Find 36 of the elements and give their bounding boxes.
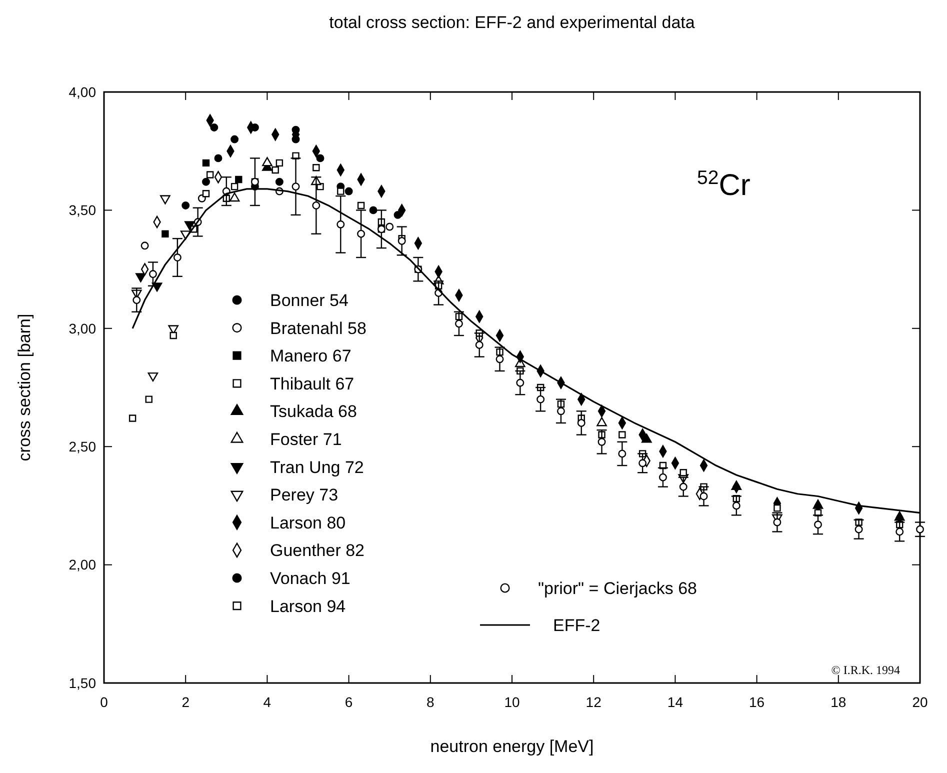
chart-title: total cross section: EFF-2 and experimental data: [329, 13, 696, 32]
legend-label: "prior" = Cierjacks 68: [538, 578, 697, 598]
x-axis-title: neutron energy [MeV]: [430, 737, 594, 756]
y-tick-label: 2,50: [68, 438, 96, 454]
x-tick-label: 20: [912, 694, 928, 710]
legend-label: Tran Ung 72: [270, 458, 364, 477]
legend-label: Thibault 67: [270, 374, 354, 394]
legend-label: Bonner 54: [270, 290, 348, 310]
legend-label: Larson 80: [270, 513, 346, 532]
y-tick-label: 4,00: [68, 84, 96, 100]
x-tick-label: 6: [344, 694, 353, 710]
annotation: $^{52}$Cr: [697, 167, 750, 202]
legend-label: Manero 67: [270, 346, 352, 366]
y-tick-label: 3,50: [68, 202, 96, 218]
legend-label: Foster 71: [270, 430, 342, 449]
y-axis-title: cross section [barn]: [15, 314, 34, 462]
legend-label: Larson 94: [270, 596, 346, 616]
y-tick-label: 2,00: [68, 556, 96, 573]
legend-label: Guenther 82: [270, 541, 365, 560]
legend-label: EFF-2: [553, 616, 600, 635]
legend-label: Tsukada 68: [270, 402, 357, 422]
annotation: © I.R.K. 1994: [831, 663, 900, 677]
y-tick-label: 1,50: [68, 674, 96, 691]
x-tick-label: 10: [504, 694, 520, 710]
y-tick-label: 3,00: [68, 320, 96, 336]
x-tick-label: 2: [182, 694, 190, 710]
x-tick-label: 14: [667, 694, 684, 710]
x-tick-label: 8: [426, 694, 434, 710]
x-tick-label: 16: [749, 694, 765, 710]
x-tick-label: 4: [263, 694, 272, 710]
x-tick-label: 12: [586, 694, 602, 710]
legend-label: Perey 73: [270, 486, 338, 505]
x-tick-label: 0: [100, 694, 108, 710]
x-tick-label: 18: [830, 694, 846, 710]
legend-label: Vonach 91: [270, 568, 350, 588]
legend-label: Bratenahl 58: [270, 318, 366, 338]
